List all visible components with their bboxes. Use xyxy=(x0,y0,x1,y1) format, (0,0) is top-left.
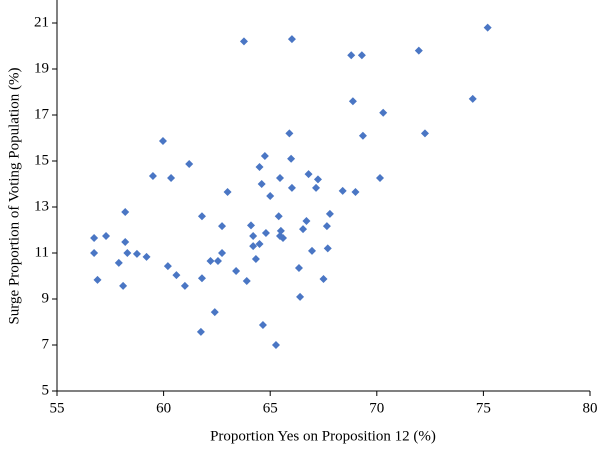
point xyxy=(172,271,181,280)
point xyxy=(158,136,167,145)
point xyxy=(114,258,123,267)
point xyxy=(93,275,102,284)
point xyxy=(185,159,194,168)
point xyxy=(379,108,388,117)
point xyxy=(358,131,367,140)
point xyxy=(420,129,429,138)
point xyxy=(249,242,258,251)
y-tick-label: 13 xyxy=(34,198,49,214)
point xyxy=(247,221,256,230)
point xyxy=(312,183,321,192)
point xyxy=(287,154,296,163)
y-tick-label: 7 xyxy=(42,336,50,352)
point xyxy=(123,249,132,257)
point xyxy=(375,174,384,183)
point xyxy=(197,212,206,221)
point xyxy=(347,51,356,60)
point xyxy=(323,244,332,253)
point xyxy=(357,51,366,60)
point xyxy=(180,281,189,290)
point xyxy=(266,191,275,200)
point xyxy=(258,320,267,329)
point xyxy=(304,170,313,179)
x-tick-label: 65 xyxy=(263,400,278,416)
point xyxy=(196,327,205,336)
point xyxy=(414,46,423,55)
point xyxy=(261,228,270,237)
point xyxy=(102,231,111,240)
point xyxy=(132,249,141,258)
x-tick-label: 75 xyxy=(476,400,491,416)
point xyxy=(307,246,316,255)
point xyxy=(232,266,241,275)
point xyxy=(223,188,232,197)
point xyxy=(210,308,219,317)
x-tick-label: 55 xyxy=(50,400,65,416)
y-axis-title: Surge Proportion of Voting Population (%… xyxy=(6,67,22,324)
y-tick-label: 21 xyxy=(34,14,49,30)
point xyxy=(302,217,311,226)
point xyxy=(322,222,331,231)
point xyxy=(142,252,151,261)
point xyxy=(148,171,157,180)
point xyxy=(294,263,303,272)
point xyxy=(121,237,130,246)
point xyxy=(274,212,283,221)
point xyxy=(90,234,99,243)
point xyxy=(239,37,248,46)
point xyxy=(278,234,287,243)
point xyxy=(276,226,285,235)
x-tick-label: 70 xyxy=(369,400,384,416)
point xyxy=(260,151,269,160)
point xyxy=(242,277,251,286)
point xyxy=(348,97,357,106)
point xyxy=(325,209,334,218)
point xyxy=(90,249,99,257)
y-tick-label: 9 xyxy=(42,290,50,306)
y-tick-label: 11 xyxy=(35,244,49,260)
point xyxy=(319,274,328,283)
point xyxy=(167,174,176,183)
point xyxy=(119,281,128,290)
y-tick-label: 19 xyxy=(34,60,49,76)
point xyxy=(483,23,492,32)
point xyxy=(287,183,296,192)
point xyxy=(218,249,227,257)
x-tick-label: 80 xyxy=(583,400,598,416)
point xyxy=(213,257,222,266)
y-tick-label: 17 xyxy=(34,106,50,122)
point xyxy=(218,222,227,231)
point xyxy=(271,341,280,349)
point xyxy=(287,35,296,44)
x-tick-label: 60 xyxy=(156,400,171,416)
point xyxy=(285,129,294,138)
x-axis-title: Proportion Yes on Proposition 12 (%) xyxy=(210,428,436,444)
point xyxy=(121,208,130,217)
point xyxy=(296,292,305,301)
point xyxy=(338,186,347,195)
point xyxy=(255,162,264,171)
point xyxy=(206,257,215,266)
point xyxy=(255,240,264,249)
point xyxy=(251,254,260,263)
point xyxy=(276,174,285,183)
y-tick-label: 15 xyxy=(34,152,49,168)
point xyxy=(313,175,322,184)
point xyxy=(197,274,206,283)
point xyxy=(468,94,477,103)
y-tick-label: 5 xyxy=(42,382,50,398)
point xyxy=(351,188,360,197)
point xyxy=(249,231,258,240)
point xyxy=(257,180,266,188)
point xyxy=(163,262,172,271)
point xyxy=(299,225,308,234)
